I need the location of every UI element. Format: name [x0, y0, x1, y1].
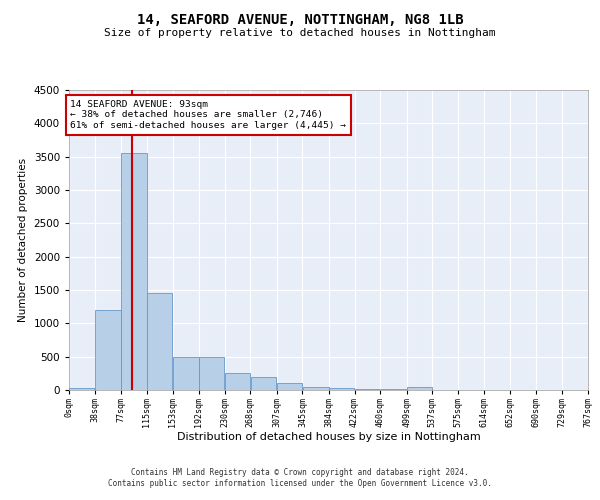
- Bar: [277, 384, 302, 390]
- Bar: [69, 388, 94, 390]
- Y-axis label: Number of detached properties: Number of detached properties: [18, 158, 28, 322]
- Bar: [329, 388, 354, 390]
- Text: Size of property relative to detached houses in Nottingham: Size of property relative to detached ho…: [104, 28, 496, 38]
- Bar: [173, 356, 199, 390]
- Bar: [147, 294, 172, 390]
- Bar: [303, 386, 329, 390]
- Bar: [355, 389, 380, 390]
- Text: Contains HM Land Registry data © Crown copyright and database right 2024.
Contai: Contains HM Land Registry data © Crown c…: [108, 468, 492, 487]
- Bar: [199, 358, 224, 390]
- Bar: [95, 310, 121, 390]
- Bar: [225, 374, 250, 390]
- Text: 14, SEAFORD AVENUE, NOTTINGHAM, NG8 1LB: 14, SEAFORD AVENUE, NOTTINGHAM, NG8 1LB: [137, 12, 463, 26]
- Bar: [121, 154, 146, 390]
- Text: 14 SEAFORD AVENUE: 93sqm
← 38% of detached houses are smaller (2,746)
61% of sem: 14 SEAFORD AVENUE: 93sqm ← 38% of detach…: [70, 100, 346, 130]
- X-axis label: Distribution of detached houses by size in Nottingham: Distribution of detached houses by size …: [176, 432, 481, 442]
- Bar: [407, 388, 432, 390]
- Bar: [251, 377, 277, 390]
